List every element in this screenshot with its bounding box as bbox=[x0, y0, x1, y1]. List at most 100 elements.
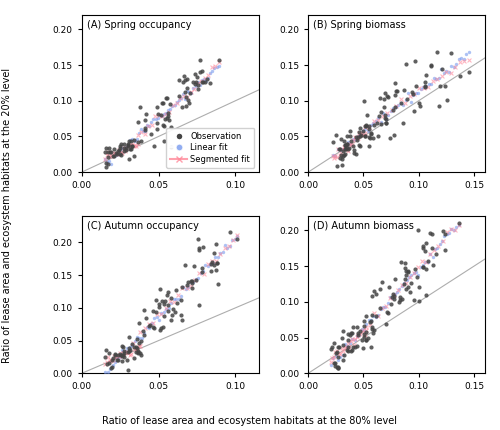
Point bbox=[327, 362, 335, 369]
Point bbox=[133, 344, 141, 351]
Point bbox=[358, 326, 366, 332]
Point bbox=[448, 226, 456, 233]
Point bbox=[432, 251, 440, 258]
Point bbox=[188, 277, 196, 284]
Point bbox=[346, 127, 354, 134]
Point bbox=[212, 258, 220, 264]
Point bbox=[158, 309, 166, 316]
Point bbox=[170, 101, 178, 108]
Point bbox=[167, 295, 175, 302]
Point bbox=[382, 89, 390, 96]
Point bbox=[434, 75, 442, 82]
Point bbox=[344, 344, 351, 350]
Point bbox=[109, 357, 117, 364]
Point bbox=[353, 333, 361, 340]
Point bbox=[202, 76, 210, 83]
Point bbox=[404, 283, 411, 290]
Point bbox=[156, 326, 164, 333]
Point bbox=[356, 132, 364, 139]
Point bbox=[142, 323, 150, 330]
Point bbox=[332, 359, 340, 366]
Point bbox=[351, 344, 359, 350]
Point bbox=[132, 347, 140, 353]
Point bbox=[465, 49, 473, 56]
Point bbox=[347, 348, 355, 355]
Point bbox=[198, 68, 206, 74]
Point bbox=[465, 57, 473, 64]
Point bbox=[107, 153, 115, 160]
Point bbox=[195, 247, 203, 254]
Point bbox=[352, 133, 360, 140]
Text: (C) Autumn occupancy: (C) Autumn occupancy bbox=[87, 221, 199, 231]
Point bbox=[333, 163, 341, 169]
Point bbox=[186, 100, 194, 107]
Point bbox=[194, 79, 202, 86]
Point bbox=[402, 60, 409, 67]
Point bbox=[398, 281, 406, 288]
Point bbox=[108, 362, 116, 369]
Point bbox=[372, 117, 380, 124]
Point bbox=[362, 122, 370, 129]
Point bbox=[340, 352, 348, 359]
Point bbox=[150, 307, 158, 314]
Point bbox=[141, 131, 149, 138]
Point bbox=[366, 321, 374, 328]
Point bbox=[183, 93, 191, 100]
Point bbox=[102, 346, 110, 353]
Point bbox=[336, 152, 344, 159]
Point bbox=[142, 314, 150, 321]
Point bbox=[370, 312, 378, 319]
Point bbox=[115, 353, 123, 359]
Point bbox=[108, 153, 116, 160]
Point bbox=[389, 106, 397, 113]
Point bbox=[172, 308, 179, 315]
Point bbox=[195, 301, 203, 308]
Point bbox=[128, 142, 136, 149]
Point bbox=[108, 363, 116, 370]
Point bbox=[194, 82, 202, 89]
Point bbox=[110, 150, 118, 157]
Point bbox=[200, 76, 208, 83]
Point bbox=[177, 292, 185, 299]
Point bbox=[117, 152, 125, 159]
Point bbox=[101, 353, 109, 360]
Point bbox=[233, 232, 241, 239]
Point bbox=[456, 73, 464, 80]
Point bbox=[364, 317, 372, 324]
Point bbox=[428, 63, 436, 70]
Point bbox=[367, 317, 375, 324]
Point bbox=[452, 61, 460, 68]
Point bbox=[128, 143, 136, 150]
Point bbox=[376, 112, 384, 119]
Point bbox=[186, 89, 194, 96]
Point bbox=[428, 231, 436, 238]
Point bbox=[350, 341, 358, 348]
Point bbox=[336, 145, 344, 152]
Point bbox=[410, 296, 418, 303]
Point bbox=[233, 235, 241, 242]
Point bbox=[112, 151, 120, 158]
Point bbox=[155, 300, 163, 307]
Point bbox=[438, 237, 446, 244]
Point bbox=[211, 63, 219, 70]
Point bbox=[194, 80, 202, 86]
Point bbox=[134, 119, 142, 126]
Point bbox=[116, 349, 124, 356]
Point bbox=[126, 155, 134, 162]
Point bbox=[194, 236, 202, 243]
Point bbox=[189, 279, 197, 286]
Point bbox=[334, 350, 342, 357]
Point bbox=[121, 147, 129, 154]
Point bbox=[225, 243, 233, 249]
Point bbox=[164, 308, 172, 315]
Point bbox=[364, 142, 372, 149]
Point bbox=[132, 143, 140, 150]
Point bbox=[328, 355, 336, 362]
Point bbox=[376, 305, 384, 312]
Point bbox=[348, 142, 356, 149]
Point bbox=[111, 150, 119, 157]
Text: (A) Spring occupancy: (A) Spring occupancy bbox=[87, 20, 192, 30]
Point bbox=[362, 329, 370, 336]
Point bbox=[400, 280, 407, 287]
Point bbox=[152, 125, 160, 132]
